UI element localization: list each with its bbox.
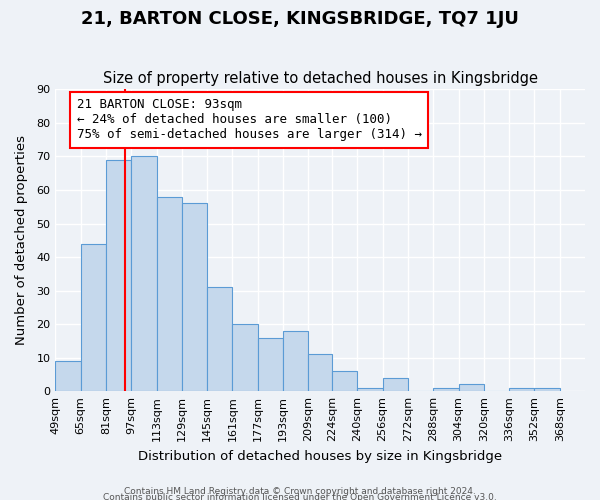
Title: Size of property relative to detached houses in Kingsbridge: Size of property relative to detached ho… [103, 70, 538, 86]
Text: Contains public sector information licensed under the Open Government Licence v3: Contains public sector information licen… [103, 492, 497, 500]
Bar [535, 388, 560, 391]
Text: 21, BARTON CLOSE, KINGSBRIDGE, TQ7 1JU: 21, BARTON CLOSE, KINGSBRIDGE, TQ7 1JU [81, 10, 519, 28]
X-axis label: Distribution of detached houses by size in Kingsbridge: Distribution of detached houses by size … [138, 450, 502, 462]
Bar [157, 196, 182, 391]
Bar [207, 287, 232, 391]
Bar [55, 361, 80, 391]
Bar [433, 388, 458, 391]
Bar [232, 324, 258, 391]
Bar [308, 354, 332, 391]
Bar [332, 371, 358, 391]
Y-axis label: Number of detached properties: Number of detached properties [15, 136, 28, 346]
Bar [106, 160, 131, 391]
Bar [182, 204, 207, 391]
Bar [509, 388, 535, 391]
Text: Contains HM Land Registry data © Crown copyright and database right 2024.: Contains HM Land Registry data © Crown c… [124, 486, 476, 496]
Bar [458, 384, 484, 391]
Bar [383, 378, 408, 391]
Text: 21 BARTON CLOSE: 93sqm
← 24% of detached houses are smaller (100)
75% of semi-de: 21 BARTON CLOSE: 93sqm ← 24% of detached… [77, 98, 422, 142]
Bar [258, 338, 283, 391]
Bar [283, 331, 308, 391]
Bar [358, 388, 383, 391]
Bar [131, 156, 157, 391]
Bar [80, 244, 106, 391]
